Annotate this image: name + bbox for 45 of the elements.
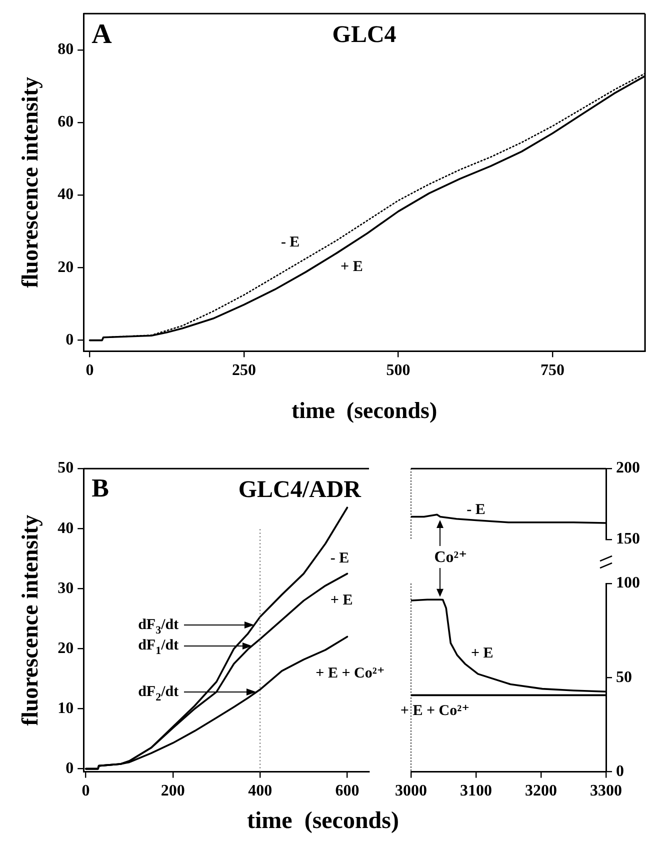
y-tick-label: 0: [66, 760, 74, 777]
series-label: + E: [470, 646, 494, 662]
x-tick-label: 3100: [460, 782, 492, 800]
y-tick-label: 30: [58, 580, 74, 597]
series-label: + E: [340, 259, 363, 276]
y-tick-label: 0: [66, 331, 74, 348]
x-tick-label: 3300: [590, 782, 622, 800]
series-label: - E: [330, 550, 350, 567]
y-tick-label: 80: [58, 41, 74, 58]
y-tick-label: 150: [616, 530, 640, 548]
x-tick-label: 500: [386, 362, 410, 379]
y-axis-title: fluorescence intensity: [18, 514, 43, 726]
text: Co²⁺: [432, 546, 470, 568]
x-tick-label: 400: [248, 782, 272, 800]
annotation: B: [92, 473, 109, 502]
y-tick-label: 60: [58, 114, 74, 131]
y-tick-label: 0: [616, 762, 624, 780]
x-tick-label: 250: [232, 362, 256, 379]
series-label: + E: [330, 592, 353, 609]
series-label: + E + Co²⁺: [400, 703, 470, 720]
y-tick-label: 50: [616, 668, 632, 686]
y-tick-label: 20: [58, 258, 74, 276]
x-axis-title: time (seconds): [246, 808, 400, 835]
y-tick-label: 40: [58, 186, 74, 204]
chart-title: GLC4: [332, 22, 396, 48]
x-tick-label: 0: [86, 362, 94, 379]
x-tick-label: 200: [160, 782, 185, 800]
y-tick-label: 200: [616, 460, 640, 477]
y-tick-label: 50: [58, 460, 74, 477]
y-tick-label: 20: [58, 640, 74, 657]
x-axis-title: time (seconds): [291, 398, 438, 424]
y-axis-title: fluorescence intensity: [18, 76, 43, 288]
x-tick-label: 600: [335, 782, 360, 800]
y-tick-label: 40: [58, 520, 74, 537]
series-label: - E: [466, 502, 486, 518]
series-label: - E: [280, 234, 300, 251]
y-tick-label: 10: [58, 700, 74, 717]
x-tick-label: 0: [82, 782, 90, 800]
x-tick-label: 3200: [525, 782, 557, 800]
annotation: A: [92, 18, 113, 50]
series-label: + E + Co²⁺: [316, 665, 385, 682]
x-tick-label: 750: [540, 362, 564, 379]
chart-title: GLC4/ADR: [238, 476, 362, 503]
y-tick-label: 100: [616, 574, 640, 592]
x-tick-label: 3000: [395, 782, 427, 800]
